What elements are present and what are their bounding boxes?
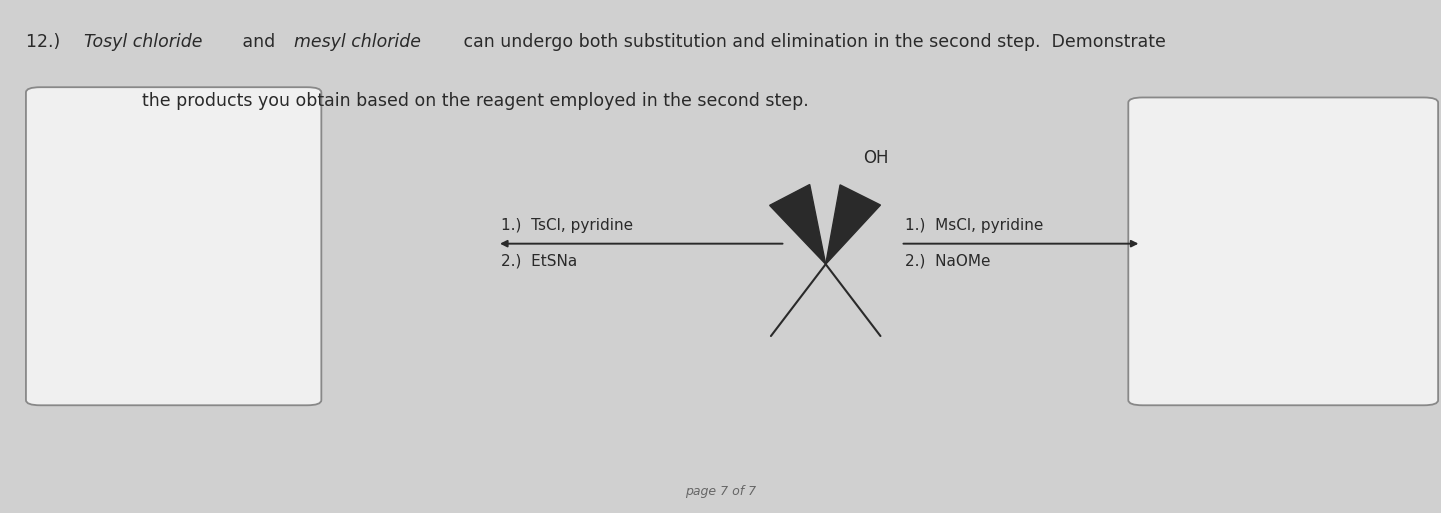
Polygon shape: [826, 185, 880, 264]
Text: the products you obtain based on the reagent employed in the second step.: the products you obtain based on the rea…: [98, 92, 808, 110]
Text: 2.)  EtSNa: 2.) EtSNa: [501, 254, 578, 269]
Text: mesyl chloride: mesyl chloride: [294, 33, 421, 51]
Text: and: and: [238, 33, 281, 51]
Text: 1.)  TsCl, pyridine: 1.) TsCl, pyridine: [501, 219, 634, 233]
Text: 12.): 12.): [26, 33, 71, 51]
Text: can undergo both substitution and elimination in the second step.  Demonstrate: can undergo both substitution and elimin…: [458, 33, 1166, 51]
FancyBboxPatch shape: [1128, 97, 1438, 405]
Text: 2.)  NaOMe: 2.) NaOMe: [905, 254, 990, 269]
FancyBboxPatch shape: [26, 87, 321, 405]
Polygon shape: [769, 185, 826, 264]
Text: Tosyl chloride: Tosyl chloride: [85, 33, 203, 51]
Text: page 7 of 7: page 7 of 7: [684, 485, 757, 498]
Text: OH: OH: [863, 149, 889, 167]
Text: 1.)  MsCl, pyridine: 1.) MsCl, pyridine: [905, 219, 1043, 233]
